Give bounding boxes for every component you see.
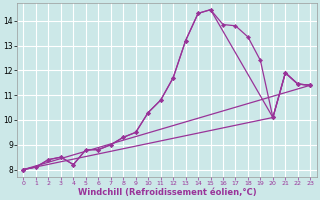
X-axis label: Windchill (Refroidissement éolien,°C): Windchill (Refroidissement éolien,°C) [77,188,256,197]
